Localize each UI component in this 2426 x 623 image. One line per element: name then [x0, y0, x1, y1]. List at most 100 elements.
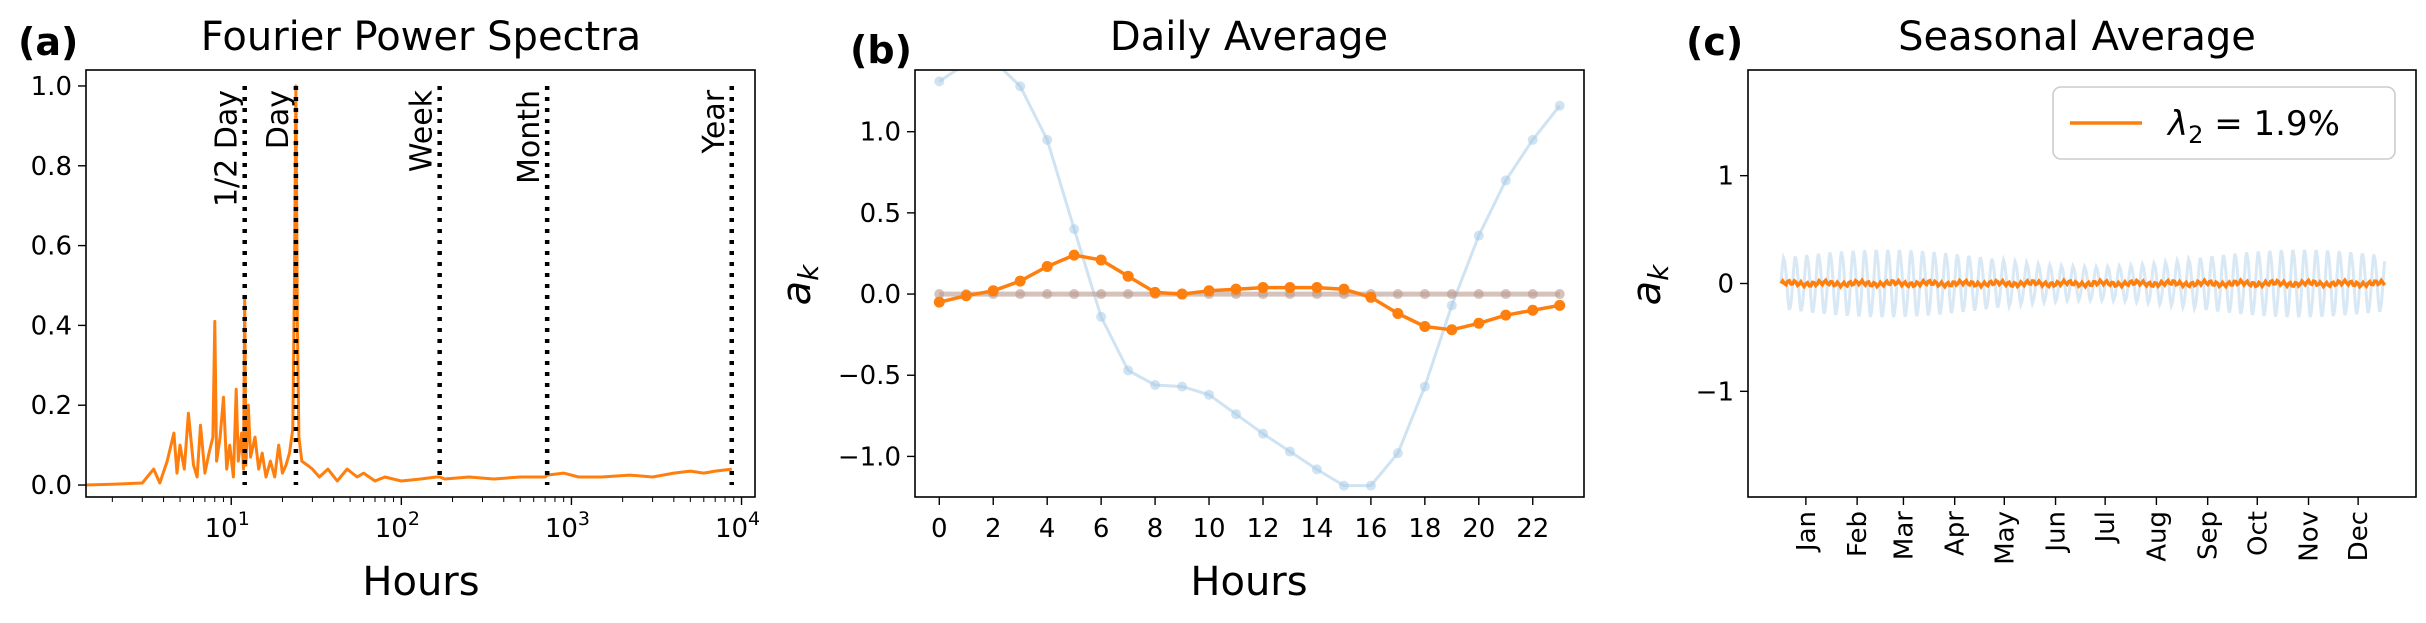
series-point-main: [1338, 283, 1350, 295]
series-point-faint_blue: [1527, 134, 1538, 145]
x-tick-label: Jun: [2042, 511, 2072, 554]
series-point-main: [1419, 321, 1431, 333]
series-point-faint_blue: [1015, 81, 1026, 92]
series-point-faint_blue: [1042, 134, 1053, 145]
series-point-main: [1365, 291, 1377, 303]
x-tick-label: 2: [985, 514, 1002, 544]
series-point-faint_brown: [1419, 289, 1430, 300]
y-tick-label: 1.0: [860, 118, 901, 148]
x-tick-label: 8: [1147, 514, 1164, 544]
series-point-main: [987, 285, 999, 297]
series-point-faint_brown: [1096, 289, 1107, 300]
x-tick-label: 4: [1039, 514, 1056, 544]
series-point-faint_blue: [1365, 480, 1376, 491]
series-point-faint_blue: [1473, 230, 1484, 241]
x-tick-label: 10: [1192, 514, 1225, 544]
legend-label: λ2 = 1.9%: [2166, 104, 2340, 149]
panel-label-a: (a): [18, 20, 78, 64]
series-point-faint_blue: [988, 55, 998, 65]
y-tick-label: 1.0: [31, 72, 72, 102]
series-point-faint_blue: [961, 59, 971, 69]
y-tick-label: −0.5: [838, 361, 901, 391]
y-tick-label: 0: [1717, 270, 1734, 300]
x-tick-label: Jul: [2091, 511, 2121, 544]
x-tick-label: Feb: [1843, 511, 1873, 557]
x-tick-label: 0: [931, 514, 948, 544]
x-tick-label: Apr: [1941, 511, 1971, 556]
series-point-faint_brown: [1500, 289, 1511, 300]
series-point-faint_brown: [1069, 289, 1080, 300]
series-point-main: [1257, 282, 1269, 294]
x-tick-label: 18: [1408, 514, 1441, 544]
panel-label-b: (b): [850, 28, 912, 72]
series-point-faint_brown: [934, 289, 945, 300]
reference-label-week: Week: [405, 89, 440, 172]
seasonal-average-panel: (c) Seasonal Average −1 0 1 Jan Feb Mar Apr May…: [1624, 14, 2417, 565]
x-tick-label: 20: [1462, 514, 1495, 544]
series-point-main: [1014, 275, 1026, 287]
y-tick-label: 1: [1717, 162, 1734, 192]
series-point-faint_brown: [1392, 289, 1403, 300]
x-tick-label: 22: [1516, 514, 1549, 544]
series-point-faint_blue: [1123, 365, 1134, 376]
series-point-faint_blue: [1231, 409, 1242, 420]
series-point-main: [1041, 260, 1053, 272]
y-tick-label: 0.6: [31, 232, 72, 262]
y-tick-label: −1: [1696, 377, 1734, 407]
power-spectrum-title: Fourier Power Spectra: [201, 14, 641, 60]
series-point-main: [1230, 283, 1242, 295]
x-tick-label: 103: [545, 508, 590, 544]
series-point-faint_blue: [1177, 381, 1188, 392]
series-line-faint_blue: [1779, 249, 2387, 318]
series-point-main: [1149, 286, 1161, 298]
series-point-faint_brown: [1527, 289, 1538, 300]
reference-label-12day: 1/2 Day: [210, 90, 245, 207]
series-point-main: [1446, 324, 1458, 336]
series-line-main: [1779, 277, 2387, 290]
series-point-faint_blue: [1419, 381, 1430, 392]
seasonal-average-title: Seasonal Average: [1898, 14, 2256, 60]
series-point-main: [1095, 254, 1107, 266]
y-tick-label: 0.2: [31, 391, 72, 421]
panel-label-c: (c): [1686, 20, 1743, 64]
series-point-faint_blue: [1204, 389, 1215, 400]
daily-average-ylabel: ak: [774, 263, 825, 306]
series-point-faint_brown: [1446, 289, 1457, 300]
series-point-main: [1122, 270, 1134, 282]
y-tick-label: 0.8: [31, 152, 72, 182]
y-tick-label: 0.0: [31, 471, 72, 501]
series-point-faint_blue: [1392, 448, 1403, 459]
x-tick-label: Mar: [1889, 511, 1919, 560]
y-tick-label: −1.0: [838, 442, 901, 472]
y-tick-label: 0.5: [860, 199, 901, 229]
x-tick-label: 6: [1093, 514, 1110, 544]
x-tick-label: Jan: [1792, 511, 1822, 553]
series-point-faint_brown: [1123, 289, 1134, 300]
series-point-main: [1176, 288, 1188, 300]
series-point-faint_brown: [1042, 289, 1053, 300]
x-tick-label: Oct: [2243, 511, 2273, 556]
series-point-main: [1068, 249, 1080, 261]
series-point-faint_blue: [1500, 175, 1511, 186]
series-point-main: [1392, 308, 1404, 320]
reference-label-day: Day: [261, 90, 296, 149]
x-tick-label: May: [1990, 511, 2020, 565]
x-tick-label: Sep: [2194, 511, 2224, 560]
series-point-faint_blue: [934, 76, 945, 87]
x-tick-label: Nov: [2295, 511, 2325, 562]
series-point-faint_brown: [1015, 289, 1026, 300]
x-tick-label: 14: [1300, 514, 1333, 544]
x-tick-label: 12: [1246, 514, 1279, 544]
legend-box: [2052, 86, 2396, 160]
series-point-main: [1554, 299, 1566, 311]
series-point-faint_blue: [1446, 300, 1457, 311]
series-point-faint_blue: [1257, 428, 1268, 439]
series-point-faint_blue: [1096, 311, 1107, 322]
series-point-main: [1284, 282, 1296, 294]
series-point-faint_blue: [1311, 464, 1322, 475]
legend: λ2 = 1.9%: [2052, 86, 2396, 160]
reference-label-year: Year: [697, 89, 732, 154]
series-point-faint_blue: [1338, 480, 1349, 491]
power-spectrum-xlabel: Hours: [362, 559, 479, 605]
